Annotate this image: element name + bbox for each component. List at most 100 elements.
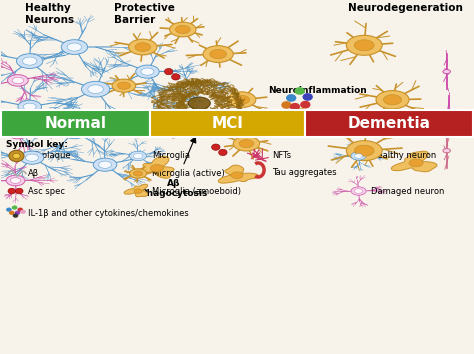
Ellipse shape	[188, 97, 210, 109]
Text: Aβ plaque: Aβ plaque	[28, 152, 71, 160]
Ellipse shape	[158, 104, 170, 110]
Circle shape	[279, 110, 289, 118]
Ellipse shape	[61, 40, 88, 55]
Ellipse shape	[231, 172, 243, 178]
Ellipse shape	[6, 175, 25, 186]
Ellipse shape	[67, 43, 82, 51]
Circle shape	[283, 117, 294, 125]
Ellipse shape	[136, 65, 159, 78]
Ellipse shape	[8, 75, 28, 86]
Text: Damaged neuron: Damaged neuron	[371, 187, 445, 195]
Ellipse shape	[128, 39, 157, 55]
Ellipse shape	[383, 95, 401, 105]
Bar	[1, 110, 150, 137]
Ellipse shape	[133, 153, 143, 159]
Circle shape	[13, 213, 18, 218]
Ellipse shape	[445, 112, 453, 116]
Circle shape	[20, 210, 26, 214]
Ellipse shape	[185, 85, 195, 90]
Text: Microglia (amoeboid): Microglia (amoeboid)	[152, 187, 241, 195]
Circle shape	[172, 74, 180, 80]
Polygon shape	[218, 165, 259, 183]
Ellipse shape	[8, 127, 28, 139]
Circle shape	[219, 149, 227, 155]
Circle shape	[211, 144, 220, 150]
Text: Protective
Barrier: Protective Barrier	[115, 3, 175, 25]
Ellipse shape	[351, 152, 366, 160]
Ellipse shape	[170, 22, 196, 37]
Circle shape	[281, 101, 292, 109]
Ellipse shape	[61, 124, 88, 139]
Text: IL-1β and other cytokines/chemokines: IL-1β and other cytokines/chemokines	[28, 209, 189, 218]
Circle shape	[307, 110, 318, 118]
Bar	[150, 110, 305, 137]
Ellipse shape	[122, 126, 135, 133]
Ellipse shape	[99, 161, 111, 168]
Circle shape	[6, 207, 12, 212]
Ellipse shape	[133, 171, 143, 176]
Ellipse shape	[228, 92, 256, 108]
Circle shape	[290, 103, 300, 110]
Ellipse shape	[150, 165, 164, 172]
Polygon shape	[124, 184, 147, 197]
Ellipse shape	[18, 100, 41, 113]
Text: Normal: Normal	[45, 116, 107, 131]
Ellipse shape	[88, 85, 103, 93]
Ellipse shape	[154, 101, 174, 113]
Ellipse shape	[346, 141, 382, 161]
Circle shape	[12, 205, 18, 210]
Bar	[305, 110, 473, 137]
Ellipse shape	[134, 189, 142, 193]
Ellipse shape	[376, 91, 409, 109]
Ellipse shape	[234, 96, 249, 104]
Ellipse shape	[129, 169, 146, 178]
Circle shape	[293, 119, 303, 126]
Ellipse shape	[141, 68, 154, 75]
Ellipse shape	[355, 40, 374, 51]
Ellipse shape	[355, 145, 374, 156]
Circle shape	[18, 207, 23, 212]
Ellipse shape	[22, 57, 37, 65]
Circle shape	[297, 108, 307, 116]
Circle shape	[13, 153, 20, 159]
Ellipse shape	[12, 130, 24, 136]
Text: Tau aggregates: Tau aggregates	[273, 168, 337, 177]
Text: Neuroinflammation: Neuroinflammation	[268, 86, 366, 95]
Text: Healthy
Neurons: Healthy Neurons	[25, 3, 74, 25]
Ellipse shape	[10, 178, 21, 183]
Text: Aβ
Phagocytosis: Aβ Phagocytosis	[140, 179, 207, 198]
Polygon shape	[135, 156, 174, 178]
Circle shape	[302, 93, 313, 101]
Circle shape	[8, 188, 16, 194]
Text: Aβ: Aβ	[28, 169, 39, 178]
Circle shape	[164, 68, 173, 75]
Ellipse shape	[187, 113, 202, 122]
Ellipse shape	[443, 69, 450, 74]
Ellipse shape	[409, 159, 423, 167]
Text: Dementia: Dementia	[347, 116, 430, 131]
Ellipse shape	[82, 81, 110, 97]
Text: Healthy neuron: Healthy neuron	[371, 152, 437, 160]
Ellipse shape	[239, 139, 254, 148]
Ellipse shape	[67, 127, 82, 135]
Text: Microglia (active): Microglia (active)	[152, 169, 225, 178]
Circle shape	[287, 112, 298, 119]
Ellipse shape	[112, 79, 136, 92]
Text: Symbol key:: Symbol key:	[6, 140, 68, 149]
Text: MCI: MCI	[211, 116, 244, 131]
Circle shape	[300, 101, 310, 109]
Text: Asc spec: Asc spec	[28, 187, 65, 195]
Ellipse shape	[443, 149, 450, 153]
Ellipse shape	[23, 103, 36, 110]
Circle shape	[15, 211, 20, 215]
Circle shape	[162, 126, 171, 133]
Circle shape	[219, 114, 227, 120]
Ellipse shape	[175, 25, 190, 34]
Ellipse shape	[12, 77, 24, 84]
Ellipse shape	[210, 50, 227, 59]
Ellipse shape	[355, 189, 363, 193]
Ellipse shape	[351, 187, 366, 195]
Ellipse shape	[181, 82, 199, 93]
Ellipse shape	[181, 109, 209, 125]
Polygon shape	[391, 151, 437, 172]
